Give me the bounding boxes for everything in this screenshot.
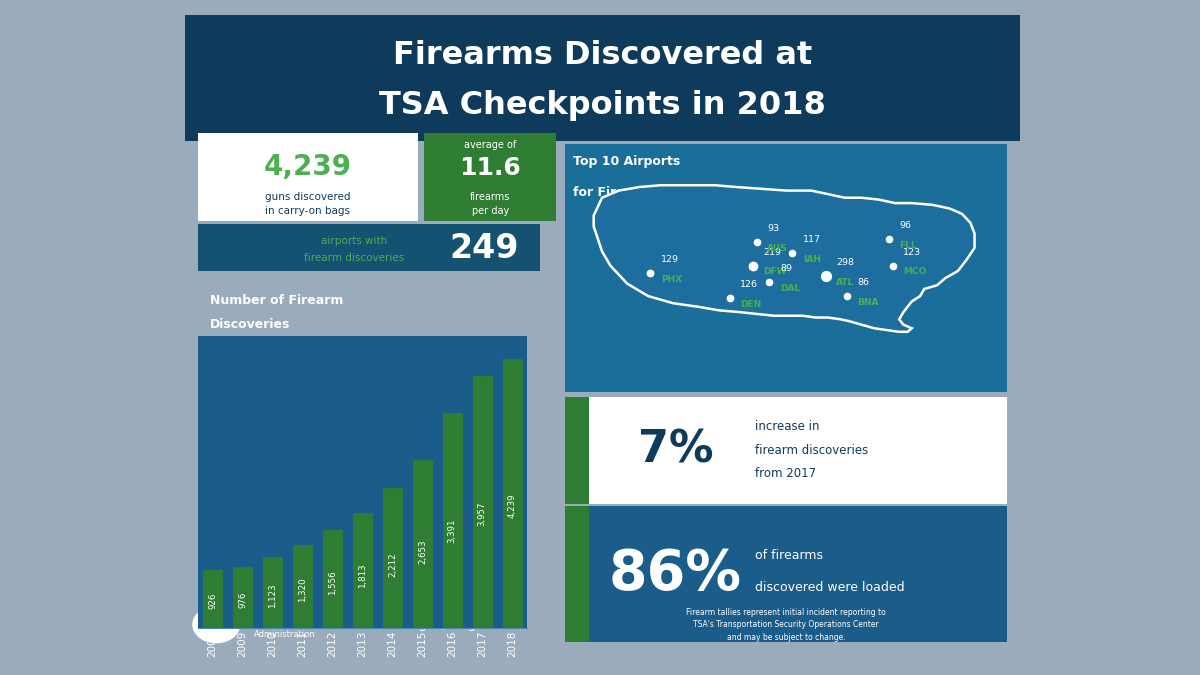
Bar xyxy=(202,569,223,628)
Bar xyxy=(412,458,433,628)
Text: 86: 86 xyxy=(857,278,869,287)
Bar xyxy=(502,358,523,628)
Point xyxy=(760,276,779,287)
Point xyxy=(880,234,899,244)
Text: guns discovered: guns discovered xyxy=(265,192,350,202)
Text: Top 10 Airports: Top 10 Airports xyxy=(574,155,680,168)
Text: firearm discoveries: firearm discoveries xyxy=(304,253,404,263)
Text: 298: 298 xyxy=(836,259,854,267)
Text: DFW: DFW xyxy=(763,267,787,277)
Text: 11.6: 11.6 xyxy=(460,157,521,180)
Bar xyxy=(262,556,283,628)
Text: average of: average of xyxy=(464,140,516,151)
Text: Firearms Discovered at: Firearms Discovered at xyxy=(392,40,812,71)
FancyBboxPatch shape xyxy=(565,397,1008,504)
Text: 86%: 86% xyxy=(610,547,742,601)
Text: Administration: Administration xyxy=(254,630,316,639)
Text: 1,123: 1,123 xyxy=(268,583,277,608)
Text: firearm discoveries: firearm discoveries xyxy=(755,444,869,457)
Point xyxy=(883,261,902,271)
Text: 3,957: 3,957 xyxy=(478,502,487,526)
Text: 2,212: 2,212 xyxy=(388,552,397,576)
Text: airports with: airports with xyxy=(320,236,388,246)
Bar xyxy=(442,412,463,628)
Text: 129: 129 xyxy=(661,255,679,264)
Bar xyxy=(352,512,373,628)
Text: discovered were loaded: discovered were loaded xyxy=(755,581,905,594)
Point xyxy=(838,291,857,302)
Text: from 2017: from 2017 xyxy=(755,467,816,481)
Text: 976: 976 xyxy=(238,591,247,608)
Text: Discoveries: Discoveries xyxy=(210,318,290,331)
Text: 93: 93 xyxy=(767,225,780,234)
Text: IAH: IAH xyxy=(803,255,821,264)
Text: Over the Years: Over the Years xyxy=(210,342,314,354)
Text: MCO: MCO xyxy=(904,267,926,277)
Text: 126: 126 xyxy=(740,280,758,289)
Text: increase in: increase in xyxy=(755,421,820,433)
Text: Firearm tallies represent initial incident reporting to
TSA's Transportation Sec: Firearm tallies represent initial incide… xyxy=(686,608,886,641)
Text: Number of Firearm: Number of Firearm xyxy=(210,294,343,307)
Text: 123: 123 xyxy=(904,248,922,256)
FancyBboxPatch shape xyxy=(565,506,1008,642)
Polygon shape xyxy=(594,185,974,332)
Text: BNA: BNA xyxy=(857,298,878,307)
Bar xyxy=(472,375,493,628)
Text: 4,239: 4,239 xyxy=(264,153,352,181)
FancyBboxPatch shape xyxy=(185,15,1020,141)
Text: ATL: ATL xyxy=(836,278,854,287)
Text: per day: per day xyxy=(472,206,509,216)
Text: 926: 926 xyxy=(208,593,217,610)
Text: 4,239: 4,239 xyxy=(508,494,517,518)
Text: TSA Checkpoints in 2018: TSA Checkpoints in 2018 xyxy=(379,90,826,121)
Text: Transportation: Transportation xyxy=(254,607,314,616)
Text: Security: Security xyxy=(254,619,288,628)
Text: in carry-on bags: in carry-on bags xyxy=(265,206,350,216)
Text: 7%: 7% xyxy=(638,429,713,472)
Text: FLL: FLL xyxy=(899,241,917,250)
Point xyxy=(816,271,835,281)
Point xyxy=(720,292,739,303)
FancyBboxPatch shape xyxy=(198,224,540,271)
FancyBboxPatch shape xyxy=(565,506,589,642)
Point xyxy=(743,261,762,271)
Text: 1,320: 1,320 xyxy=(298,578,307,602)
Point xyxy=(782,248,802,259)
Text: 3,391: 3,391 xyxy=(448,518,457,543)
Bar xyxy=(382,487,403,628)
Text: 219: 219 xyxy=(763,248,781,256)
Text: 117: 117 xyxy=(803,235,821,244)
Text: for Firearm Discoveries: for Firearm Discoveries xyxy=(574,186,738,199)
Text: DAL: DAL xyxy=(780,284,800,292)
FancyBboxPatch shape xyxy=(425,133,557,221)
Text: of firearms: of firearms xyxy=(755,549,823,562)
Circle shape xyxy=(193,606,240,643)
Text: 1,556: 1,556 xyxy=(328,571,337,595)
Text: 1,813: 1,813 xyxy=(358,564,367,588)
Bar xyxy=(322,529,343,628)
Text: 249: 249 xyxy=(450,232,520,265)
Text: 96: 96 xyxy=(899,221,911,230)
Text: firearms: firearms xyxy=(470,192,510,202)
Bar xyxy=(232,566,253,628)
FancyBboxPatch shape xyxy=(565,144,1008,392)
Text: tsa.gov/blog: tsa.gov/blog xyxy=(395,618,476,631)
Point xyxy=(641,267,660,278)
Text: 2,653: 2,653 xyxy=(418,539,427,564)
Bar xyxy=(292,543,313,628)
Text: 89: 89 xyxy=(780,264,792,273)
Point xyxy=(748,237,767,248)
Text: AUS: AUS xyxy=(767,244,788,253)
Text: DEN: DEN xyxy=(740,300,762,308)
FancyBboxPatch shape xyxy=(198,133,418,221)
Text: PHX: PHX xyxy=(661,275,682,284)
FancyBboxPatch shape xyxy=(565,397,589,504)
